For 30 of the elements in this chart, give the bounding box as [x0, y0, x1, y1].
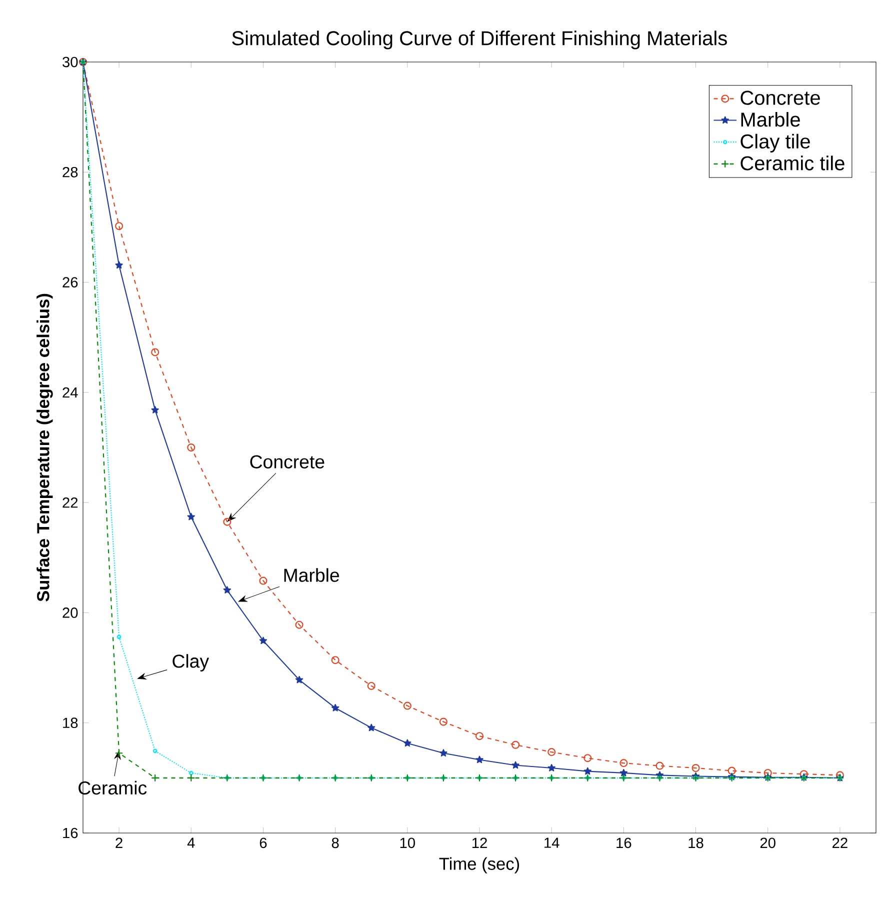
- y-tick-label: 18: [63, 718, 78, 728]
- x-tick-label: 12: [472, 838, 487, 848]
- legend-label: Marble: [741, 112, 800, 127]
- y-tick-label: 26: [62, 277, 78, 288]
- x-tick-label: 8: [332, 838, 339, 848]
- y-tick-label: 16: [63, 828, 78, 838]
- x-tick-label: 18: [688, 838, 704, 848]
- annotation: Marble: [284, 568, 340, 582]
- legend-label: Clay tile: [740, 134, 810, 152]
- y-tick-label: 28: [62, 166, 78, 178]
- legend-label: Ceramic tile: [740, 156, 844, 170]
- y-tick-label: 24: [62, 387, 78, 398]
- x-tick-label: 22: [832, 838, 848, 848]
- x-tick-label: 16: [616, 838, 632, 848]
- y-tick-label: 30: [62, 56, 78, 68]
- y-axis-title: Surface Temperature (degree celsius): [36, 294, 53, 602]
- x-tick-label: 14: [544, 838, 560, 848]
- chart-title: Simulated Cooling Curve of Different Finishing Materials: [232, 30, 727, 50]
- y-tick-label: 20: [62, 608, 78, 618]
- x-tick-label: 10: [400, 838, 415, 848]
- y-tick-label: 22: [62, 497, 78, 508]
- x-tick-label: 4: [187, 838, 195, 848]
- legend-label: Concrete: [740, 90, 820, 105]
- x-axis-title: Time (sec): [439, 857, 520, 874]
- annotation: Ceramic: [78, 780, 147, 795]
- x-tick-label: 6: [260, 838, 267, 848]
- x-tick-label: 2: [116, 838, 122, 848]
- annotation: Clay: [172, 654, 210, 672]
- annotation: Concrete: [250, 455, 324, 468]
- x-tick-label: 20: [760, 838, 776, 848]
